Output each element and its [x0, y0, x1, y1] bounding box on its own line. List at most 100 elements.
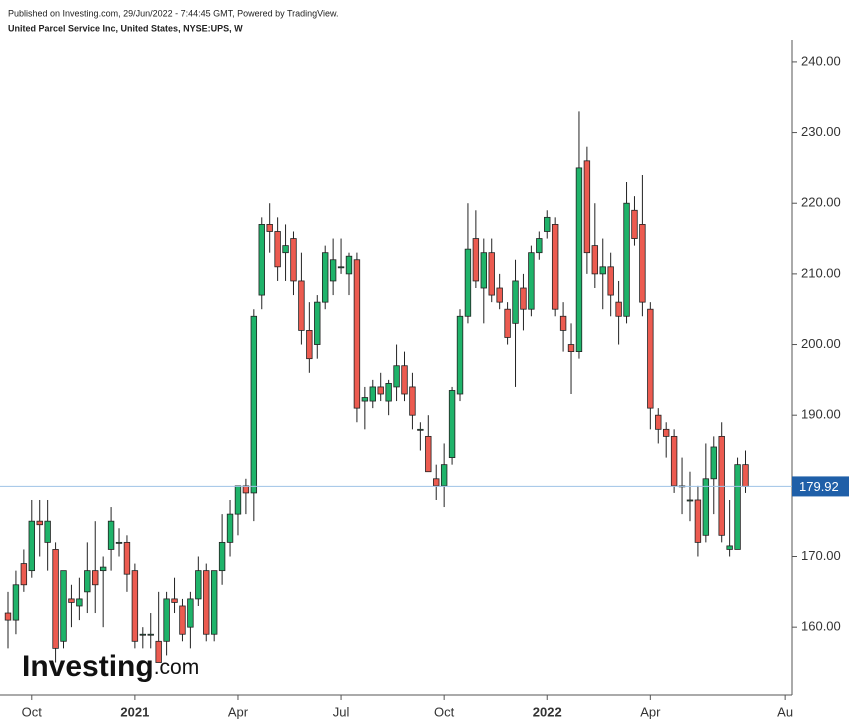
candle-body: [226, 513, 234, 543]
y-tick-label: 160.00: [801, 619, 841, 634]
candle-body: [234, 485, 242, 515]
y-tick-label: 170.00: [801, 548, 841, 563]
candle-body: [99, 566, 107, 572]
candle-body: [702, 478, 710, 536]
x-tick-label: Oct: [434, 704, 455, 719]
candle-body: [298, 280, 305, 331]
x-tick-label: Oct: [22, 704, 43, 719]
candle-body: [448, 390, 456, 458]
x-tick-label: 2022: [533, 704, 562, 719]
x-tick-label: Au: [777, 704, 793, 719]
candle-body: [250, 315, 258, 494]
published-note: Published on Investing.com, 29/Jun/2022 …: [8, 8, 339, 18]
candle-body: [591, 245, 599, 275]
logo: Investing.com: [22, 650, 199, 683]
candle-body: [686, 499, 694, 502]
y-tick-label: 240.00: [801, 53, 841, 68]
candle-body: [655, 414, 662, 430]
candle-body: [290, 238, 297, 282]
candle-body: [147, 633, 154, 636]
candle-body: [631, 209, 638, 239]
candle-body: [329, 259, 337, 282]
candle-body: [377, 386, 384, 395]
candle-body: [647, 308, 654, 409]
candle-body: [670, 435, 678, 487]
candle-body: [599, 266, 606, 275]
candle-body: [551, 224, 559, 310]
candle-body: [76, 598, 83, 607]
y-tick-label: 190.00: [801, 407, 841, 422]
candle-body: [155, 640, 162, 663]
candle-body: [123, 541, 131, 575]
logo-name: Investing: [22, 650, 154, 683]
last-price-box: [792, 476, 849, 497]
candle-body: [639, 224, 646, 303]
candle-body: [544, 216, 551, 232]
y-tick-label: 230.00: [801, 124, 841, 139]
candle-body: [567, 344, 575, 353]
candle-body: [710, 446, 717, 480]
candle-body: [44, 520, 51, 543]
x-tick-label: Apr: [640, 704, 661, 719]
candle-body: [528, 252, 535, 310]
candle-body: [607, 266, 614, 296]
candle-body: [512, 280, 519, 324]
logo-suffix: .com: [154, 656, 200, 679]
candle-body: [734, 464, 741, 550]
candle-body: [337, 266, 345, 269]
candle-body: [536, 238, 543, 254]
candle-body: [92, 570, 99, 586]
candle-body: [361, 397, 369, 402]
candle-body: [20, 563, 28, 586]
candle-body: [210, 570, 218, 635]
candle-body: [417, 428, 424, 431]
candle-body: [203, 570, 210, 635]
candle-body: [480, 252, 487, 289]
candle-body: [68, 598, 75, 603]
candle-body: [266, 224, 273, 232]
y-tick-label: 200.00: [801, 336, 841, 351]
candle-body: [718, 435, 725, 536]
candle-body: [12, 584, 20, 621]
candle-body: [433, 478, 440, 487]
y-tick-label: 210.00: [801, 265, 841, 280]
candle-body: [504, 308, 511, 338]
candle-body: [393, 365, 400, 388]
candle-body: [488, 252, 495, 296]
candle-body: [84, 570, 91, 593]
symbol-title: United Parcel Service Inc, United States…: [8, 23, 243, 33]
candle-body: [409, 386, 416, 416]
x-tick-label: 2021: [120, 704, 149, 719]
candle-body: [115, 541, 123, 544]
candle-body: [496, 287, 503, 303]
candle-body: [131, 570, 139, 642]
candle-body: [274, 231, 281, 268]
candle-body: [28, 520, 35, 572]
candle-body: [171, 598, 178, 603]
x-tick-label: Apr: [228, 704, 249, 719]
candle-body: [623, 202, 630, 317]
candle-body: [694, 499, 702, 543]
candle-body: [187, 598, 194, 628]
candle-body: [258, 224, 265, 296]
candle-body: [306, 330, 313, 360]
candle-body: [282, 245, 289, 254]
candle-body: [615, 301, 622, 317]
candle-body: [107, 520, 115, 550]
candle-body: [575, 167, 583, 353]
candle-body: [242, 485, 250, 494]
candle-body: [195, 570, 202, 600]
candle-body: [401, 365, 408, 395]
candle-body: [369, 386, 376, 402]
candle-body: [353, 259, 361, 409]
candle-body: [742, 464, 749, 487]
y-tick-label: 220.00: [801, 195, 841, 210]
candle-body: [139, 633, 147, 636]
candles: [4, 111, 749, 663]
candle-body: [321, 252, 329, 303]
candle-body: [456, 315, 464, 395]
candle-body: [218, 541, 226, 572]
last-price-label: 179.92: [799, 479, 839, 494]
candle-body: [52, 549, 59, 649]
